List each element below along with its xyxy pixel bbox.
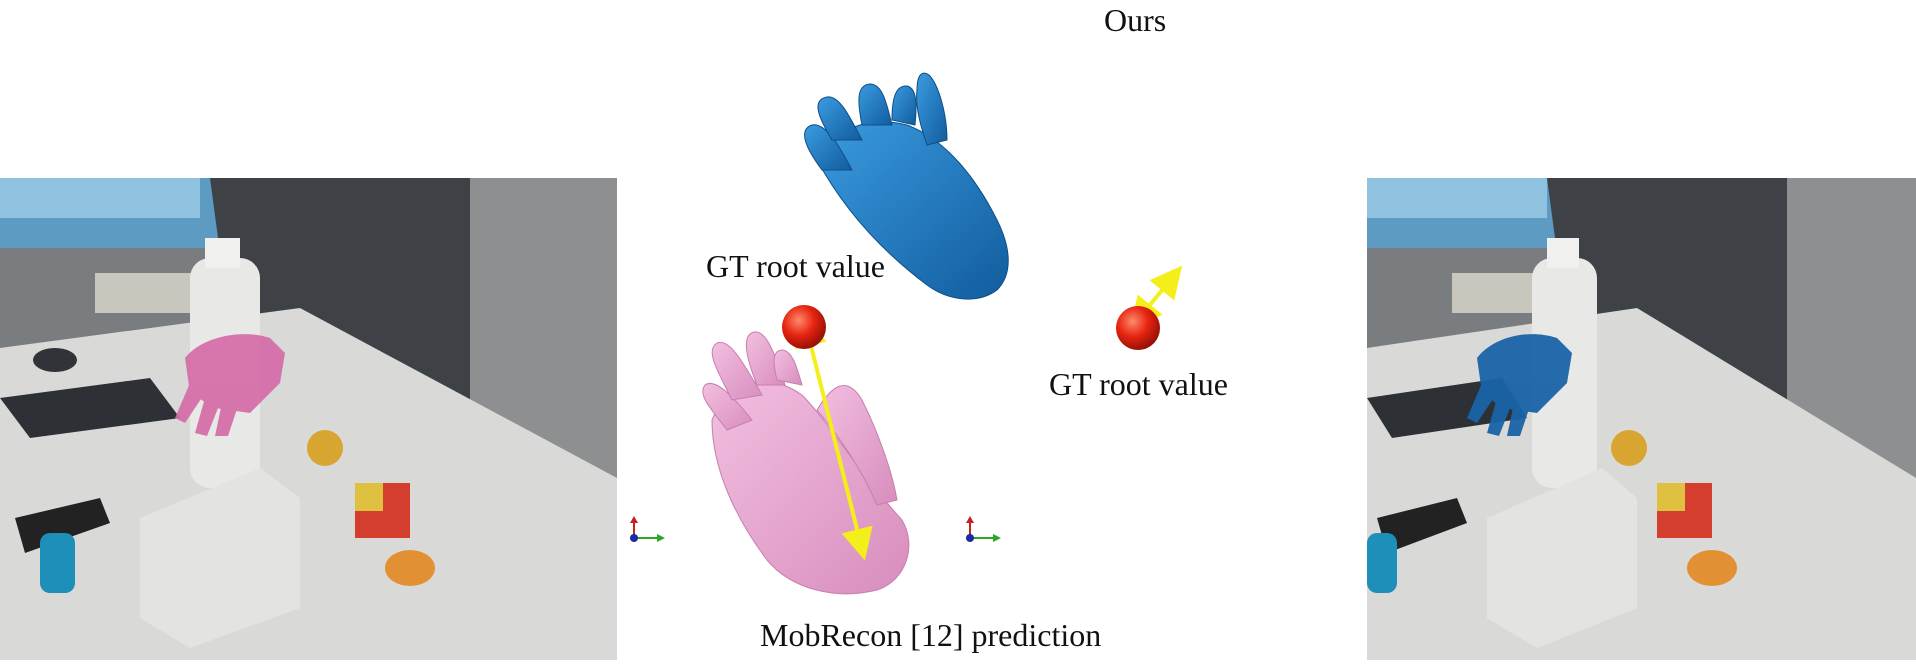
- axes-gizmo-left: [630, 516, 665, 542]
- ours-label: Ours: [1104, 2, 1167, 38]
- center-3d-scene: [630, 72, 1183, 595]
- gt-root-sphere-left: [782, 305, 826, 349]
- right-scene-photo: [1367, 178, 1916, 660]
- mobrecon-error-arrow: [795, 314, 873, 561]
- left-scene-photo: [0, 178, 617, 660]
- gt-root-label-left: GT root value: [706, 248, 885, 284]
- gt-root-label-right: GT root value: [1049, 366, 1228, 402]
- mobrecon-label: MobRecon [12] prediction: [760, 617, 1102, 653]
- ours-hand-mesh: [804, 72, 1009, 300]
- mobrecon-hand-mesh: [702, 331, 910, 595]
- gt-root-sphere-right: [1116, 306, 1160, 350]
- axes-gizmo-right: [966, 516, 1001, 542]
